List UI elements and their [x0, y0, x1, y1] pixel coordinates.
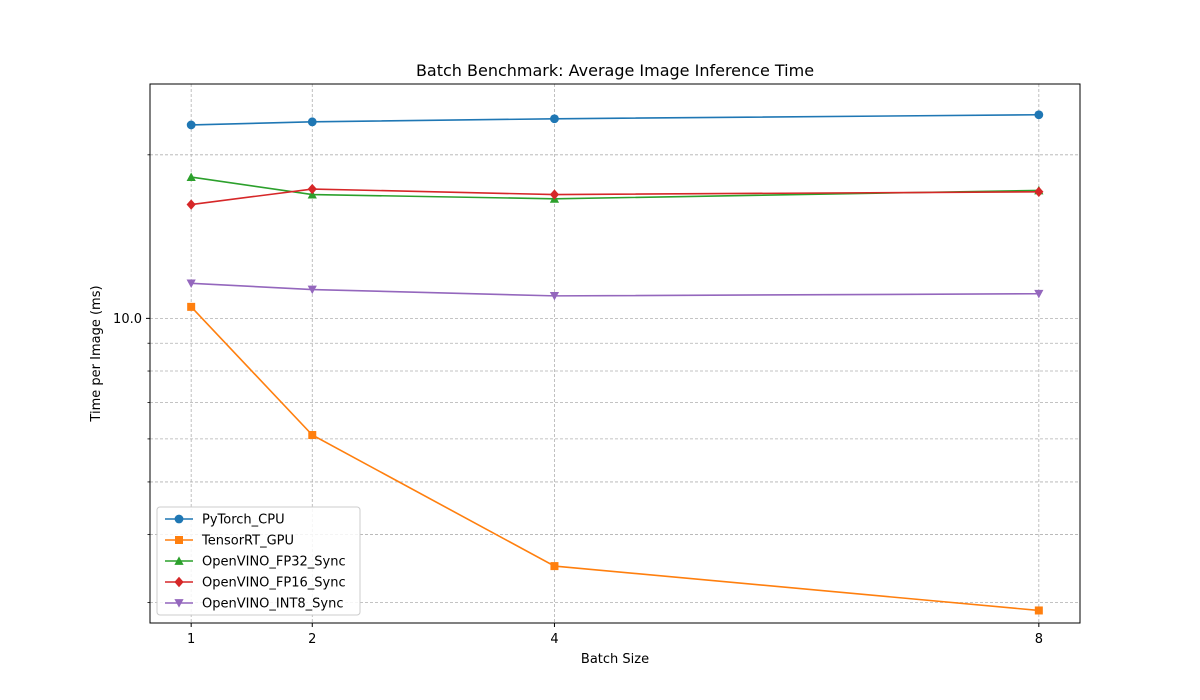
data-point-openvino-fp32-sync — [186, 172, 196, 181]
legend-label: OpenVINO_FP16_Sync — [202, 576, 346, 591]
data-point-openvino-fp16-sync — [1034, 186, 1044, 197]
series-line-openvino-fp16-sync — [191, 188, 1039, 206]
legend-box — [156, 506, 361, 616]
data-point-openvino-fp16-sync — [186, 199, 196, 210]
data-point-tensorrt-gpu — [1034, 606, 1043, 615]
axis-ticks: 1 2 4 8 10.0 — [113, 154, 1043, 647]
legend-label: TensorRT_GPU — [201, 534, 294, 549]
legend: PyTorch_CPU TensorRT_GPU OpenVINO_FP32_Syn… — [156, 506, 361, 616]
series-line-openvino-int8-sync — [191, 282, 1039, 297]
legend-entry-pytorch-cpu: PyTorch_CPU — [165, 513, 285, 528]
x-tick-label: 8 — [1035, 632, 1043, 647]
data-point-pytorch-cpu — [550, 114, 559, 124]
legend-marker — [174, 514, 184, 524]
data-point-pytorch-cpu — [1034, 110, 1044, 120]
series-openvino-fp16-sync — [186, 183, 1044, 210]
x-tick-label: 4 — [550, 632, 558, 647]
data-point-tensorrt-gpu — [550, 562, 559, 571]
chart-title: Batch Benchmark: Average Image Inference… — [416, 61, 814, 80]
legend-marker — [174, 556, 184, 565]
plot-area-frame — [149, 83, 1081, 624]
data-point-openvino-int8-sync — [1034, 289, 1044, 299]
legend-marker — [175, 536, 183, 544]
data-point-openvino-int8-sync — [549, 291, 560, 301]
legend-label: OpenVINO_INT8_Sync — [202, 597, 344, 612]
legend-entry-openvino-fp16-sync: OpenVINO_FP16_Sync — [165, 576, 346, 591]
data-point-tensorrt-gpu — [187, 302, 196, 311]
data-point-openvino-fp16-sync — [549, 189, 560, 200]
series-pytorch-cpu — [186, 110, 1044, 130]
y-tick-label: 10.0 — [113, 312, 142, 327]
y-axis-label: Time per Image (ms) — [89, 285, 104, 422]
legend-label: OpenVINO_FP32_Sync — [202, 555, 346, 570]
x-tick-label: 1 — [187, 632, 195, 647]
data-point-openvino-int8-sync — [307, 285, 317, 295]
series-tensorrt-gpu — [187, 302, 1043, 615]
data-point-openvino-int8-sync — [186, 279, 196, 288]
x-tick-label: 2 — [308, 632, 316, 647]
legend-label: PyTorch_CPU — [202, 513, 285, 528]
data-point-pytorch-cpu — [186, 120, 196, 130]
data-point-tensorrt-gpu — [308, 431, 317, 440]
series-layer — [186, 110, 1044, 615]
legend-marker — [174, 599, 184, 608]
legend-entry-openvino-fp32-sync: OpenVINO_FP32_Sync — [165, 555, 346, 570]
x-axis-label: Batch Size — [581, 652, 649, 667]
legend-marker — [174, 576, 184, 588]
series-line-tensorrt-gpu — [190, 306, 1039, 612]
series-openvino-int8-sync — [186, 279, 1044, 301]
series-line-openvino-fp32-sync — [191, 176, 1039, 200]
data-point-openvino-fp16-sync — [307, 183, 317, 195]
series-line-pytorch-cpu — [191, 113, 1039, 126]
data-point-pytorch-cpu — [307, 117, 317, 127]
legend-entry-tensorrt-gpu: TensorRT_GPU — [165, 534, 294, 549]
legend-entry-openvino-int8-sync: OpenVINO_INT8_Sync — [165, 597, 344, 612]
